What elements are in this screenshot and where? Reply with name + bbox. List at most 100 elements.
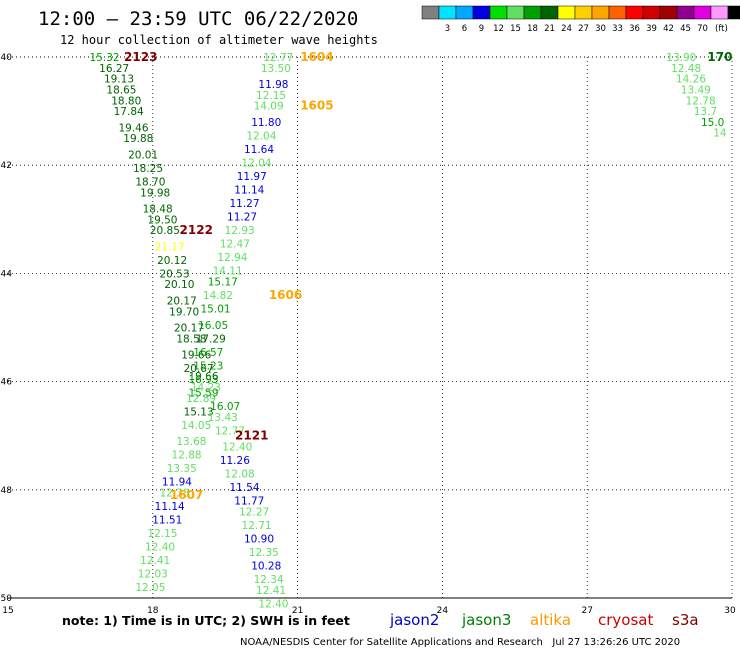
- swh-point: 11.97: [237, 171, 267, 183]
- swh-point: 12.27: [239, 506, 269, 518]
- legend-label: 39: [646, 24, 657, 34]
- track-label: 1604: [300, 50, 333, 64]
- swh-point: 19.46: [118, 122, 148, 134]
- legend-swatch: [489, 5, 508, 20]
- swh-point: 12.47: [220, 239, 250, 251]
- x-tick-label: 15: [2, 606, 13, 616]
- swh-point: 12.03: [138, 569, 168, 581]
- swh-point: 14.23: [191, 382, 221, 394]
- mission-legend: jason2 jason3 altika cryosat s3a: [389, 611, 699, 629]
- legend-swatch: [438, 5, 457, 20]
- swh-point: 10.28: [251, 561, 281, 573]
- swh-point: 15.01: [201, 304, 231, 316]
- swh-point: 11.51: [152, 515, 182, 527]
- legend-swatch: [557, 5, 576, 20]
- legend-swatch: [506, 5, 525, 20]
- swh-point: 12.41: [140, 555, 170, 567]
- legend-swatch: [676, 5, 695, 20]
- legend-label: 21: [544, 24, 555, 34]
- swh-point: 15.59: [188, 387, 218, 399]
- swh-point: 16.07: [210, 401, 240, 413]
- swh-point: 19.66: [181, 350, 211, 362]
- legend-swatch: [625, 5, 644, 20]
- swh-point: 20.01: [128, 149, 158, 161]
- legend-label: 33: [612, 24, 623, 34]
- swh-point: 11.14: [155, 501, 185, 513]
- swh-point: 19.50: [147, 214, 177, 226]
- swh-point: 18.58: [176, 333, 206, 345]
- swh-point: 12.77: [215, 425, 245, 437]
- mission-label: cryosat: [598, 611, 653, 629]
- swh-point: 17.29: [196, 333, 226, 345]
- swh-point: 18.70: [135, 176, 165, 188]
- track-label: 2122: [180, 223, 213, 237]
- swh-point: 17.84: [114, 106, 144, 118]
- swh-point: 19.88: [123, 133, 153, 145]
- mission-label: s3a: [672, 611, 699, 629]
- swh-point: 16.93: [188, 374, 218, 386]
- x-tick-label: 18: [147, 606, 159, 616]
- swh-point: 14: [713, 128, 727, 140]
- swh-point: 11.64: [244, 144, 274, 156]
- track-labels: 2123 2122 2121 1604 1605 1606 1607 170: [124, 50, 732, 502]
- swh-point: 14.26: [676, 74, 706, 86]
- legend-swatch: [421, 5, 440, 20]
- swh-point: 12.04: [242, 157, 272, 169]
- footnote: note: 1) Time is in UTC; 2) SWH is in fe…: [62, 613, 350, 628]
- y-tick-label: -50: [0, 594, 12, 604]
- y-tick-label: -44: [0, 269, 12, 279]
- track-label: 170: [707, 50, 732, 64]
- legend-swatch: [455, 5, 474, 20]
- swh-point: 20.17: [167, 295, 197, 307]
- x-tick-label: 24: [437, 606, 449, 616]
- y-tick-label: -46: [0, 378, 12, 388]
- legend-label: 24: [561, 24, 572, 34]
- swh-point: 20.53: [159, 268, 189, 280]
- swh-point: 12.15: [147, 528, 177, 540]
- swh-point: 15.17: [208, 277, 238, 289]
- legend-label: 9: [479, 24, 484, 34]
- legend-label: 12: [493, 24, 504, 34]
- swh-point: 14.05: [181, 420, 211, 432]
- legend-swatch: [727, 5, 740, 20]
- swh-point: 18.80: [111, 95, 141, 107]
- legend-swatch: [574, 5, 593, 20]
- swh-point: 13.7: [694, 106, 717, 118]
- legend-label: 15: [510, 24, 521, 34]
- legend-swatch: [523, 5, 542, 20]
- swh-point: 19.70: [169, 306, 199, 318]
- legend-swatch: [642, 5, 661, 20]
- swh-point: 12.88: [172, 450, 202, 462]
- mission-label: altika: [530, 611, 571, 629]
- swh-point: 13.90: [666, 52, 696, 64]
- swh-point: 11.80: [251, 117, 281, 129]
- swh-point: 14.82: [203, 290, 233, 302]
- swh-point: 14.11: [213, 266, 243, 278]
- swh-point: 21.17: [155, 241, 185, 253]
- y-tick-label: -40: [0, 53, 12, 63]
- swh-point: 12.34: [254, 574, 284, 586]
- legend-label: 27: [578, 24, 589, 34]
- swh-point: 16.27: [99, 63, 129, 75]
- footer-credit: NOAA/NESDIS Center for Satellite Applica…: [240, 637, 680, 648]
- swh-point: 12.38: [159, 488, 189, 500]
- mission-label: jason2: [389, 611, 439, 629]
- swh-point: 12.48: [671, 63, 701, 75]
- swh-point: 11.98: [258, 79, 288, 91]
- swh-point: 13.43: [208, 412, 238, 424]
- y-axis-ticks: -40 -42 -44 -46 -48 -50: [0, 53, 12, 604]
- x-axis-ticks: 15 18 21 24 27 30: [2, 606, 736, 616]
- legend-label: 45: [680, 24, 691, 34]
- color-scale-legend: 3 6 9 12 15 18 21 24 27 30 33 36 39 42 45 70 (ft): [421, 5, 740, 34]
- x-tick-label: 21: [292, 606, 303, 616]
- legend-swatch: [591, 5, 610, 20]
- swh-point: 12.08: [225, 469, 255, 481]
- legend-swatch: [608, 5, 627, 20]
- swh-point: 13.68: [176, 436, 206, 448]
- swh-point: 15.0: [701, 117, 724, 129]
- swh-point: 15.13: [184, 406, 214, 418]
- y-tick-label: -42: [0, 161, 12, 171]
- swh-point: 13.50: [261, 63, 291, 75]
- swh-point: 12.94: [217, 252, 247, 264]
